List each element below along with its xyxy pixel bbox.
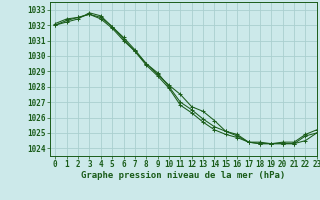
X-axis label: Graphe pression niveau de la mer (hPa): Graphe pression niveau de la mer (hPa) [81,171,285,180]
